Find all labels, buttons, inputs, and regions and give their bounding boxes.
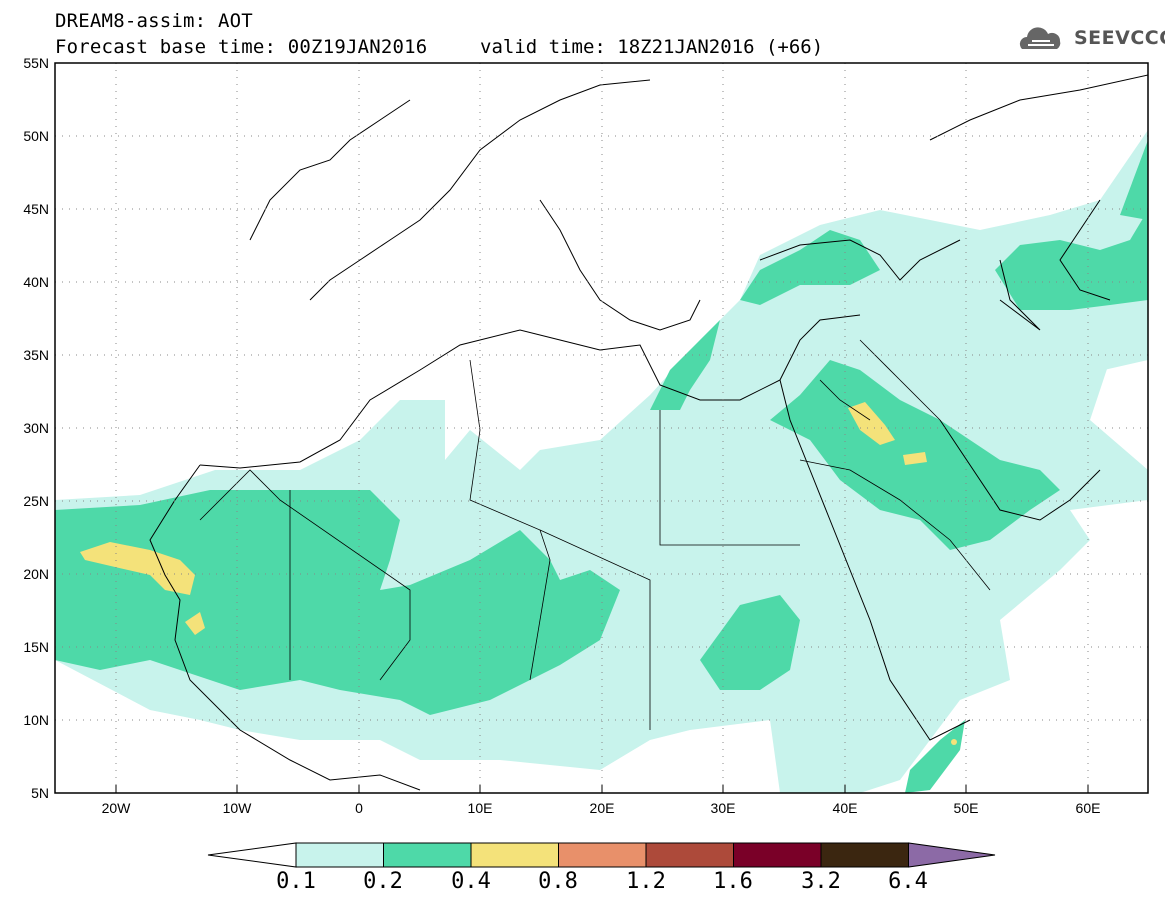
colorbar-box — [383, 842, 472, 868]
cloud-icon — [1019, 27, 1061, 49]
lat-label: 45N — [23, 201, 49, 217]
lon-label: 0 — [355, 800, 363, 816]
valid-time: valid time: 18Z21JAN2016 (+66) — [480, 36, 824, 58]
axis-ticks — [115, 785, 1089, 793]
colorbar-label: 6.4 — [888, 869, 928, 894]
lon-label: 10W — [222, 800, 252, 816]
colorbar-box — [558, 842, 647, 868]
colorbar-box — [820, 842, 909, 868]
chart-title: DREAM8-assim: AOT — [55, 10, 253, 32]
lon-label: 20E — [589, 800, 615, 816]
colorbar-box — [295, 842, 384, 868]
colorbar-label: 0.1 — [276, 869, 316, 894]
colorbar-label: 0.8 — [538, 869, 578, 894]
lat-label: 35N — [23, 347, 49, 363]
lat-label: 30N — [23, 420, 49, 436]
lat-label: 10N — [23, 712, 49, 728]
lat-label: 40N — [23, 274, 49, 290]
lat-label: 5N — [31, 785, 49, 801]
colorbar-label: 0.4 — [451, 869, 491, 894]
colorbar-box — [470, 842, 559, 868]
lon-label: 40E — [832, 800, 858, 816]
logo-text: SEEVCCC — [1074, 27, 1165, 49]
gridlines — [55, 63, 1148, 793]
lat-label: 50N — [23, 128, 49, 144]
colorbar-min-arrow — [207, 842, 297, 868]
colorbar-label: 3.2 — [801, 869, 841, 894]
lat-label: 20N — [23, 566, 49, 582]
lat-label: 55N — [23, 55, 49, 71]
lat-label: 25N — [23, 493, 49, 509]
lat-label: 15N — [23, 639, 49, 655]
colorbar-label: 0.2 — [363, 869, 403, 894]
lon-label: 20W — [101, 800, 131, 816]
colorbar — [207, 842, 996, 868]
colorbar-box — [733, 842, 822, 868]
lon-label: 10E — [467, 800, 493, 816]
colorbar-max-arrow — [908, 842, 996, 868]
coastlines — [149, 74, 1148, 791]
forecast-base-time: Forecast base time: 00Z19JAN2016 — [55, 36, 428, 58]
lon-label: 60E — [1075, 800, 1101, 816]
lon-label: 50E — [953, 800, 979, 816]
colorbar-label: 1.6 — [713, 869, 753, 894]
colorbar-label: 1.2 — [626, 869, 666, 894]
colorbar-box — [645, 842, 734, 868]
borders — [199, 339, 991, 730]
lon-label: 30E — [710, 800, 736, 816]
